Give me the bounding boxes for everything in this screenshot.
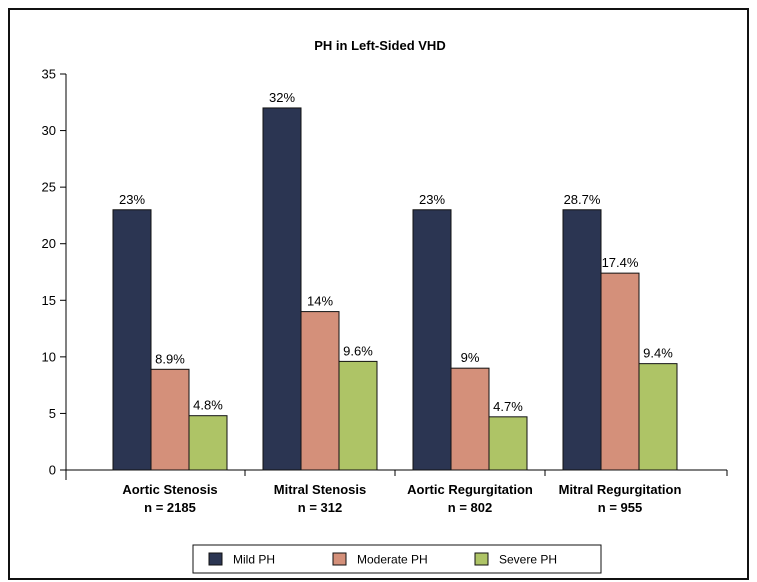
- data-label: 9.4%: [643, 346, 673, 361]
- data-label: 8.9%: [155, 351, 185, 366]
- bar: [488, 416, 528, 471]
- bars: [112, 107, 678, 471]
- bar: [600, 272, 640, 471]
- data-label: 28.7%: [564, 192, 601, 207]
- legend-label: Moderate PH: [357, 553, 428, 567]
- legend-swatch: [208, 552, 223, 566]
- data-label: 9%: [461, 350, 480, 365]
- bar: [150, 368, 190, 471]
- legend: Mild PH Moderate PH Severe PH: [192, 544, 602, 574]
- category-label: Aortic Stenosis: [122, 482, 217, 497]
- category-n-label: n = 955: [598, 500, 642, 515]
- bar: [562, 209, 602, 471]
- bar: [262, 107, 302, 471]
- y-tick-label: 35: [42, 67, 56, 82]
- chart-title: PH in Left-Sided VHD: [314, 38, 445, 53]
- y-tick-label: 10: [42, 349, 56, 364]
- y-tick-label: 5: [49, 406, 56, 421]
- category-n-label: n = 802: [448, 500, 492, 515]
- data-label: 9.6%: [343, 343, 373, 358]
- legend-swatch: [474, 552, 489, 566]
- legend-box: [192, 544, 602, 574]
- bar: [188, 415, 228, 471]
- bar: [300, 311, 340, 471]
- legend-label: Mild PH: [233, 553, 275, 567]
- y-tick-label: 25: [42, 180, 56, 195]
- bar: [412, 209, 452, 471]
- category-label: Mitral Regurgitation: [559, 482, 682, 497]
- bar: [338, 360, 378, 471]
- category-label: Aortic Regurgitation: [407, 482, 533, 497]
- bar: [638, 363, 678, 471]
- legend-swatch: [332, 552, 347, 566]
- bar: [450, 367, 490, 471]
- data-labels: 23% 8.9% 4.8% 32% 14% 9.6% 23% 9% 4.7% 28.7% 17.4%…: [119, 90, 673, 414]
- bar: [112, 209, 152, 471]
- legend-label: Severe PH: [499, 553, 557, 567]
- data-label: 14%: [307, 294, 333, 309]
- data-label: 23%: [119, 192, 145, 207]
- category-label: Mitral Stenosis: [274, 482, 366, 497]
- data-label: 32%: [269, 90, 295, 105]
- category-n-label: n = 312: [298, 500, 342, 515]
- data-label: 17.4%: [602, 255, 639, 270]
- data-label: 23%: [419, 192, 445, 207]
- category-n-label: n = 2185: [144, 500, 196, 515]
- y-tick-label: 0: [49, 463, 56, 478]
- data-label: 4.7%: [493, 399, 523, 414]
- y-tick-label: 15: [42, 293, 56, 308]
- y-tick-label: 20: [42, 236, 56, 251]
- category-labels: Aortic Stenosis n = 2185 Mitral Stenosis n …: [122, 482, 681, 515]
- data-label: 4.8%: [193, 398, 223, 413]
- y-tick-label: 30: [42, 123, 56, 138]
